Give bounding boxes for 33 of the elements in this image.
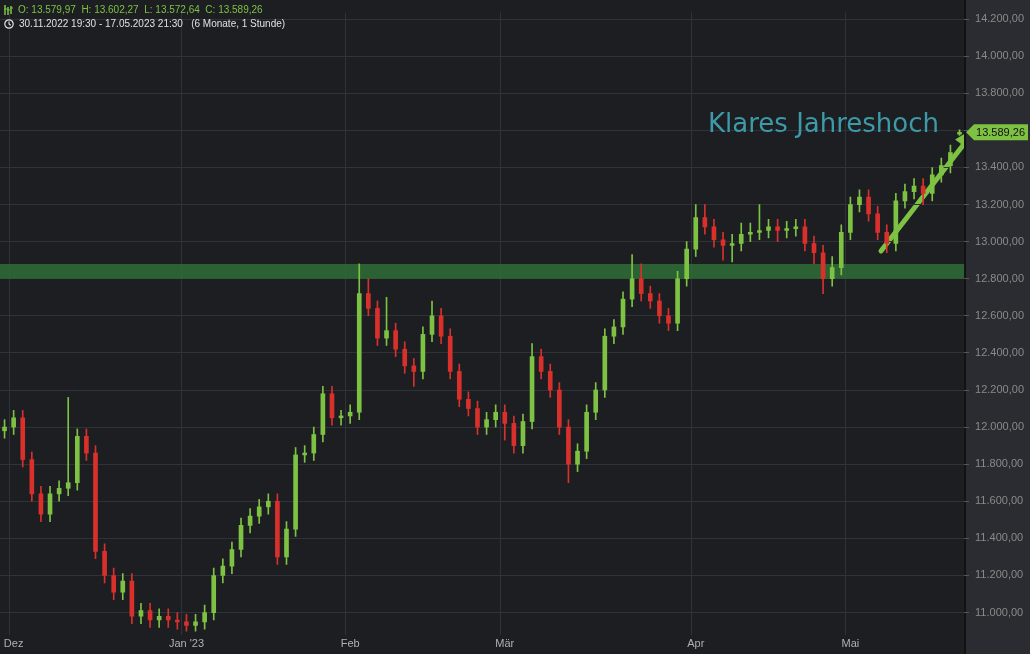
text: 30.11.2022 19:30 - 17.05.2023 21:30 (6 Monate, 1 Stunde) xyxy=(19,17,286,31)
y-tick-label: 12.800,00 xyxy=(975,271,1024,284)
y-tick-label: 13.200,00 xyxy=(975,197,1024,210)
chart-title: O: 13.579,97 H: 13.602,27 L: 13.572,64 C: 13.589,26 xyxy=(18,3,263,17)
y-tick-label: 14.000,00 xyxy=(975,49,1024,62)
y-tick-label: 11.800,00 xyxy=(975,457,1024,470)
y-tick-label: 13.400,00 xyxy=(975,160,1024,173)
x-tick-label: Dez xyxy=(3,637,24,650)
y-tick-label: 14.200,00 xyxy=(975,12,1024,25)
y-tick-label: 12.000,00 xyxy=(975,420,1024,433)
candlestick xyxy=(411,358,417,387)
candlestick xyxy=(720,232,726,261)
candlestick xyxy=(65,397,71,497)
x-tick-label: Apr xyxy=(687,637,705,650)
y-tick-label: 13.000,00 xyxy=(975,234,1024,247)
y-tick-label: 11.200,00 xyxy=(975,568,1024,581)
y-tick-label: 12.600,00 xyxy=(975,308,1024,321)
y-tick-label: 11.000,00 xyxy=(975,605,1024,618)
candlestick xyxy=(165,608,171,628)
y-tick-label: 11.600,00 xyxy=(975,494,1024,507)
annotation: Klares Jahreshoch xyxy=(708,108,940,138)
y-tick-label: 11.400,00 xyxy=(975,531,1024,544)
y-tick-label: 12.200,00 xyxy=(975,383,1024,396)
x-tick-label: Jan '23 xyxy=(168,637,205,650)
x-tick-label: Feb xyxy=(340,637,360,650)
text: 13.589,26 xyxy=(976,125,1025,138)
y-tick-label: 12.400,00 xyxy=(975,345,1024,358)
y-tick-label: 13.800,00 xyxy=(975,86,1024,99)
candlestick xyxy=(793,219,799,237)
x-tick-label: Mai xyxy=(841,637,860,650)
x-tick-label: Mär xyxy=(495,637,515,650)
candlestick xyxy=(729,233,735,263)
candlestick xyxy=(784,220,790,239)
